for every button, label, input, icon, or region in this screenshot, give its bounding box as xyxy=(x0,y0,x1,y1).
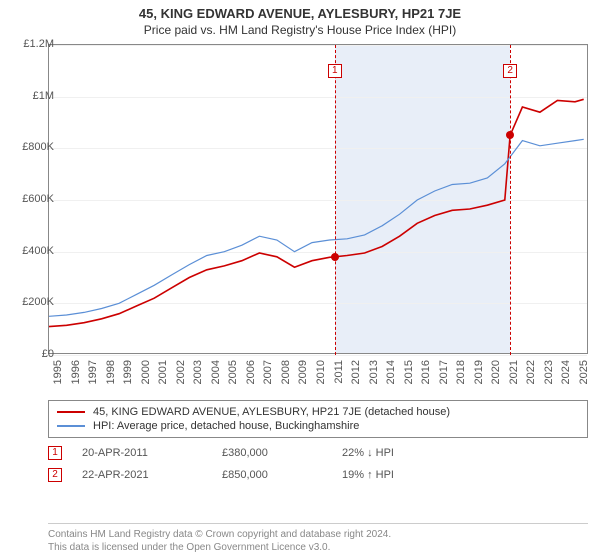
x-tick-label: 2013 xyxy=(368,360,380,384)
x-tick-label: 2006 xyxy=(245,360,257,384)
legend-item: 45, KING EDWARD AVENUE, AYLESBURY, HP21 … xyxy=(57,405,579,419)
legend: 45, KING EDWARD AVENUE, AYLESBURY, HP21 … xyxy=(48,400,588,438)
sale-delta: 19% ↑ HPI xyxy=(342,469,394,481)
x-tick-label: 1996 xyxy=(70,360,82,384)
sale-price: £850,000 xyxy=(222,469,322,481)
sale-price: £380,000 xyxy=(222,447,322,459)
plot-area: 12 xyxy=(48,44,588,354)
sale-date: 22-APR-2021 xyxy=(82,469,202,481)
legend-item: HPI: Average price, detached house, Buck… xyxy=(57,419,579,433)
footer: Contains HM Land Registry data © Crown c… xyxy=(48,523,588,554)
sale-date: 20-APR-2011 xyxy=(82,447,202,459)
legend-label: HPI: Average price, detached house, Buck… xyxy=(93,420,359,432)
footer-line: This data is licensed under the Open Gov… xyxy=(48,541,588,554)
series-hpi xyxy=(49,139,584,316)
y-tick-label: £600K xyxy=(22,193,54,205)
x-tick-label: 2002 xyxy=(175,360,187,384)
x-tick-label: 2022 xyxy=(525,360,537,384)
x-tick-label: 2001 xyxy=(157,360,169,384)
legend-swatch xyxy=(57,411,85,413)
x-tick-label: 1995 xyxy=(52,360,64,384)
y-tick-label: £200K xyxy=(22,296,54,308)
x-tick-label: 2016 xyxy=(420,360,432,384)
x-tick-label: 1999 xyxy=(122,360,134,384)
series-property xyxy=(49,99,584,326)
x-tick-label: 2017 xyxy=(438,360,450,384)
x-tick-label: 2014 xyxy=(385,360,397,384)
x-tick-label: 2003 xyxy=(192,360,204,384)
line-layer xyxy=(49,45,587,353)
y-tick-label: £1M xyxy=(33,90,54,102)
y-tick-label: £0 xyxy=(42,348,54,360)
x-tick-label: 2012 xyxy=(350,360,362,384)
x-tick-label: 2007 xyxy=(262,360,274,384)
y-tick-label: £400K xyxy=(22,245,54,257)
x-tick-label: 2021 xyxy=(508,360,520,384)
chart-subtitle: Price paid vs. HM Land Registry's House … xyxy=(0,21,600,41)
sale-row: 2 22-APR-2021 £850,000 19% ↑ HPI xyxy=(48,468,588,482)
sale-delta: 22% ↓ HPI xyxy=(342,447,394,459)
sale-point-icon xyxy=(331,253,339,261)
sale-row: 1 20-APR-2011 £380,000 22% ↓ HPI xyxy=(48,446,588,460)
chart-marker-icon: 1 xyxy=(328,64,342,78)
sale-marker-icon: 2 xyxy=(48,468,62,482)
x-tick-label: 2023 xyxy=(543,360,555,384)
x-tick-label: 2005 xyxy=(227,360,239,384)
chart-container: 45, KING EDWARD AVENUE, AYLESBURY, HP21 … xyxy=(0,0,600,560)
x-tick-label: 2018 xyxy=(455,360,467,384)
x-tick-label: 1997 xyxy=(87,360,99,384)
x-tick-label: 2010 xyxy=(315,360,327,384)
y-tick-label: £1.2M xyxy=(23,38,54,50)
x-tick-label: 2020 xyxy=(490,360,502,384)
x-tick-label: 2019 xyxy=(473,360,485,384)
x-tick-label: 2008 xyxy=(280,360,292,384)
legend-swatch xyxy=(57,425,85,427)
x-tick-label: 2004 xyxy=(210,360,222,384)
x-tick-label: 2024 xyxy=(560,360,572,384)
legend-label: 45, KING EDWARD AVENUE, AYLESBURY, HP21 … xyxy=(93,406,450,418)
sale-marker-icon: 1 xyxy=(48,446,62,460)
y-tick-label: £800K xyxy=(22,141,54,153)
x-tick-label: 2009 xyxy=(297,360,309,384)
sale-point-icon xyxy=(506,131,514,139)
chart-marker-icon: 2 xyxy=(503,64,517,78)
x-tick-label: 1998 xyxy=(105,360,117,384)
chart-title: 45, KING EDWARD AVENUE, AYLESBURY, HP21 … xyxy=(0,0,600,21)
x-tick-label: 2011 xyxy=(333,360,345,384)
x-tick-label: 2000 xyxy=(140,360,152,384)
footer-line: Contains HM Land Registry data © Crown c… xyxy=(48,528,588,541)
x-tick-label: 2025 xyxy=(578,360,590,384)
x-tick-label: 2015 xyxy=(403,360,415,384)
